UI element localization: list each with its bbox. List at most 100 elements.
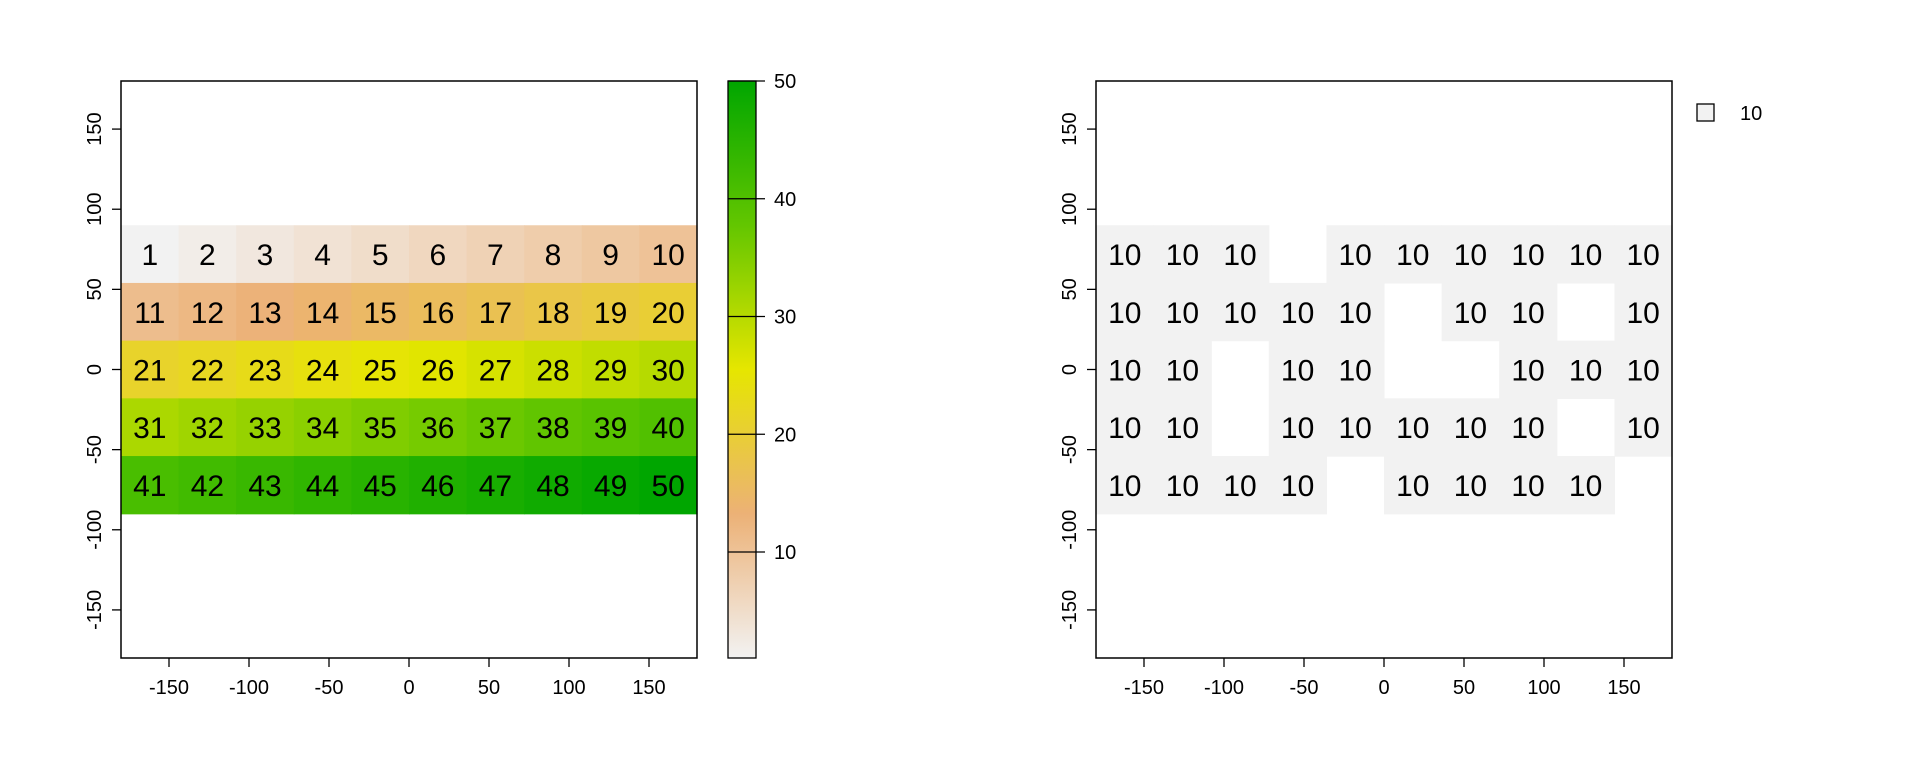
cell-label: 26 bbox=[421, 355, 454, 388]
raster-cell bbox=[1499, 282, 1558, 342]
x-tick-label: 150 bbox=[1607, 677, 1640, 699]
raster-cell bbox=[1096, 282, 1155, 342]
cell-label: 39 bbox=[594, 412, 627, 445]
cell-label: 10 bbox=[1281, 470, 1314, 503]
x-tick-label: 150 bbox=[632, 677, 665, 699]
cell-label: 10 bbox=[1166, 297, 1199, 330]
raster-cell bbox=[466, 456, 525, 515]
raster-cell bbox=[178, 225, 237, 284]
raster-cell bbox=[293, 282, 352, 342]
raster-cell bbox=[1614, 225, 1673, 284]
raster-cell bbox=[178, 398, 237, 457]
cell-label: 10 bbox=[1454, 239, 1487, 272]
raster-cell bbox=[351, 282, 410, 342]
raster-cell bbox=[1096, 456, 1155, 515]
raster-cell bbox=[581, 282, 640, 342]
x-tick-label: 0 bbox=[403, 677, 414, 699]
raster-cell bbox=[236, 398, 295, 457]
y-tick-label: 100 bbox=[1059, 193, 1081, 226]
raster-cell bbox=[639, 398, 698, 457]
colorbar-ramp bbox=[728, 81, 756, 658]
cell-label: 10 bbox=[1511, 355, 1544, 388]
raster-cell bbox=[1153, 340, 1212, 399]
raster-cell bbox=[639, 456, 698, 515]
raster-cell bbox=[121, 282, 180, 342]
cell-label: 10 bbox=[1108, 297, 1141, 330]
cell-label: 10 bbox=[1454, 297, 1487, 330]
raster-cell bbox=[351, 340, 410, 399]
raster-cell bbox=[1096, 225, 1155, 284]
cell-label: 17 bbox=[479, 297, 512, 330]
cell-label: 2 bbox=[199, 239, 216, 272]
y-tick-label: -100 bbox=[1059, 510, 1081, 550]
colorbar-tick-label: 20 bbox=[774, 424, 796, 446]
cell-label: 13 bbox=[248, 297, 281, 330]
cell-label: 32 bbox=[191, 412, 224, 445]
raster-cell bbox=[1153, 398, 1212, 457]
y-tick-label: 150 bbox=[1059, 112, 1081, 145]
cell-label: 49 bbox=[594, 470, 627, 503]
x-tick-label: 50 bbox=[1453, 677, 1475, 699]
raster-cell bbox=[524, 282, 583, 342]
raster-cell bbox=[121, 456, 180, 515]
y-tick-label: -50 bbox=[1059, 435, 1081, 464]
raster-cell bbox=[1441, 398, 1500, 457]
cell-label: 10 bbox=[1396, 412, 1429, 445]
raster-cell bbox=[1153, 282, 1212, 342]
y-tick-label: 50 bbox=[84, 278, 106, 300]
raster-cell bbox=[409, 398, 468, 457]
cell-label: 37 bbox=[479, 412, 512, 445]
raster-cell bbox=[293, 398, 352, 457]
cell-label: 34 bbox=[306, 412, 339, 445]
raster-cell bbox=[1384, 225, 1443, 284]
cell-label: 10 bbox=[1108, 470, 1141, 503]
raster-cell bbox=[1153, 225, 1212, 284]
raster-cell bbox=[639, 225, 698, 284]
raster-cell bbox=[409, 282, 468, 342]
raster-cell bbox=[466, 398, 525, 457]
raster-cell bbox=[524, 225, 583, 284]
raster-cell bbox=[1211, 225, 1270, 284]
cell-label: 10 bbox=[1281, 412, 1314, 445]
cell-label: 46 bbox=[421, 470, 454, 503]
cell-label: 29 bbox=[594, 355, 627, 388]
raster-cell bbox=[524, 398, 583, 457]
cell-label: 3 bbox=[257, 239, 274, 272]
cell-label: 9 bbox=[602, 239, 619, 272]
cell-label: 10 bbox=[1166, 355, 1199, 388]
raster-cell bbox=[236, 282, 295, 342]
y-tick-label: 0 bbox=[84, 364, 106, 375]
raster-cell bbox=[1211, 456, 1270, 515]
cell-label: 43 bbox=[248, 470, 281, 503]
colorbar: 10 20 30 40 50 bbox=[727, 71, 796, 659]
colorbar-tick-label: 50 bbox=[774, 71, 796, 93]
cell-label: 19 bbox=[594, 297, 627, 330]
raster-cell bbox=[581, 456, 640, 515]
cell-label: 10 bbox=[1627, 239, 1660, 272]
raster-cell bbox=[236, 456, 295, 515]
x-tick-label: -100 bbox=[1204, 677, 1244, 699]
raster-cell bbox=[466, 225, 525, 284]
raster-cell bbox=[178, 340, 237, 399]
cell-label: 10 bbox=[1511, 297, 1544, 330]
cell-label: 35 bbox=[364, 412, 397, 445]
raster-cell bbox=[581, 398, 640, 457]
raster-cell bbox=[639, 282, 698, 342]
cell-label: 10 bbox=[1108, 239, 1141, 272]
panel-2: 10 10 10 10 10 10 10 10 10 10 10 10 10 10 10 10 10 10 10 10… bbox=[1059, 80, 1762, 699]
raster-cell bbox=[524, 340, 583, 399]
y-tick-label: -150 bbox=[1059, 590, 1081, 630]
x-tick-label: -150 bbox=[149, 677, 189, 699]
cell-label: 33 bbox=[248, 412, 281, 445]
cell-label: 11 bbox=[134, 297, 165, 330]
raster-cell bbox=[1614, 398, 1673, 457]
raster-cell bbox=[178, 456, 237, 515]
x-tick-label: 0 bbox=[1378, 677, 1389, 699]
cell-label: 40 bbox=[652, 412, 685, 445]
cell-label: 10 bbox=[1339, 412, 1372, 445]
raster-cell bbox=[1556, 456, 1615, 515]
y-tick-label: -150 bbox=[84, 590, 106, 630]
raster-cell bbox=[1499, 398, 1558, 457]
cell-label: 10 bbox=[1223, 239, 1256, 272]
legend-label: 10 bbox=[1740, 103, 1762, 125]
